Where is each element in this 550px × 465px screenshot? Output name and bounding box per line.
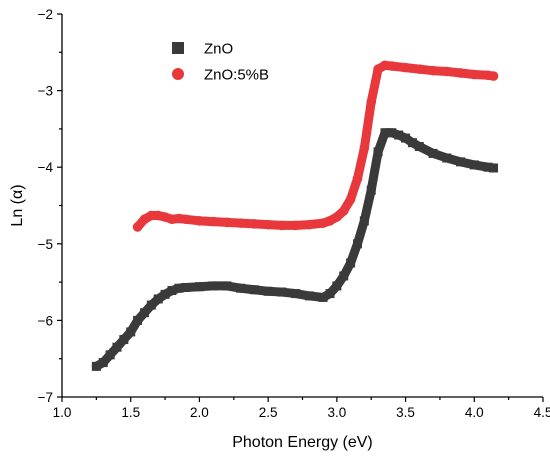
data-point xyxy=(407,138,417,148)
data-point xyxy=(167,286,177,296)
data-point xyxy=(318,292,328,302)
legend-label: ZnO xyxy=(204,41,233,58)
data-point xyxy=(133,315,143,325)
data-point xyxy=(346,258,356,268)
y-tick-label: −3 xyxy=(38,84,53,99)
x-tick-label: 3.0 xyxy=(327,405,346,420)
legend-marker xyxy=(172,68,184,80)
data-point xyxy=(483,162,493,172)
data-point xyxy=(112,342,122,352)
data-point xyxy=(352,173,363,184)
data-point xyxy=(325,289,335,299)
data-point xyxy=(469,69,480,80)
x-tick-label: 4.0 xyxy=(465,405,484,420)
data-point xyxy=(469,160,479,170)
data-point xyxy=(489,163,499,173)
y-axis-title: Ln (α) xyxy=(9,184,26,226)
data-point xyxy=(414,64,425,74)
x-tick-label: 3.5 xyxy=(396,405,415,420)
data-point xyxy=(290,220,301,231)
data-point xyxy=(345,194,356,205)
data-point xyxy=(139,308,149,318)
data-point xyxy=(181,282,191,292)
data-point xyxy=(359,143,370,153)
series-1 xyxy=(132,60,499,232)
data-point xyxy=(332,212,342,222)
data-point xyxy=(132,222,143,232)
data-point xyxy=(263,219,273,230)
data-point xyxy=(146,300,156,310)
data-point xyxy=(153,294,163,304)
x-tick-label: 2.0 xyxy=(190,405,209,420)
data-point xyxy=(277,220,287,231)
data-point xyxy=(414,142,424,152)
plot-area xyxy=(91,60,499,371)
data-point xyxy=(401,133,411,143)
series-0 xyxy=(91,128,499,371)
data-point xyxy=(366,97,377,107)
data-point xyxy=(394,130,404,140)
y-tick-label: −4 xyxy=(38,160,54,175)
data-point xyxy=(428,148,438,158)
data-point xyxy=(442,153,452,163)
data-point xyxy=(291,289,301,299)
data-point xyxy=(91,361,101,371)
data-point xyxy=(249,219,260,229)
data-point xyxy=(105,350,115,360)
data-point xyxy=(160,289,170,299)
y-tick-label: −5 xyxy=(38,237,53,252)
data-point xyxy=(380,128,390,138)
data-point xyxy=(352,239,362,249)
y-tick-label: −2 xyxy=(38,7,53,22)
data-point xyxy=(387,61,397,71)
data-point xyxy=(174,283,184,293)
series-line xyxy=(133,60,499,232)
legend-marker xyxy=(172,42,184,54)
data-point xyxy=(277,287,287,297)
data-point xyxy=(249,285,259,295)
x-tick-label: 4.5 xyxy=(534,405,550,420)
x-tick-label: 2.5 xyxy=(259,405,278,420)
axes: 1.0 1.5 2.0 2.5 3.0 3.5 4.0 4.5 −7 −6 −5 −4 −3 −2 xyxy=(38,7,550,420)
x-tick-label: 1.5 xyxy=(121,405,140,420)
data-point xyxy=(455,68,466,78)
data-point xyxy=(98,358,108,368)
data-point xyxy=(339,271,349,281)
data-point xyxy=(304,219,315,230)
y-tick-label: −7 xyxy=(38,390,53,405)
data-point xyxy=(180,214,191,225)
data-point xyxy=(194,216,205,226)
data-point xyxy=(488,71,499,81)
data-point xyxy=(146,210,157,221)
data-point xyxy=(235,218,246,228)
data-point xyxy=(208,216,218,227)
legend-label: ZnO:5%B xyxy=(204,67,269,84)
data-point xyxy=(400,62,411,73)
data-point xyxy=(456,157,466,167)
data-point xyxy=(442,66,452,77)
x-axis-title: Photon Energy (eV) xyxy=(232,434,373,451)
data-point xyxy=(263,286,273,296)
series-line xyxy=(91,128,499,371)
data-point xyxy=(428,65,438,76)
data-point xyxy=(304,291,314,301)
data-point xyxy=(194,282,204,292)
data-point xyxy=(222,217,232,228)
data-point xyxy=(208,281,218,291)
data-point xyxy=(119,335,129,345)
data-point xyxy=(373,147,383,157)
data-point xyxy=(126,327,136,337)
legend: ZnO ZnO:5%B xyxy=(172,41,269,84)
data-point xyxy=(236,283,246,293)
y-tick-label: −6 xyxy=(38,313,53,328)
data-point xyxy=(222,281,232,291)
data-point xyxy=(338,206,349,216)
data-point xyxy=(332,281,342,291)
data-point xyxy=(359,216,369,226)
data-point xyxy=(387,128,397,138)
data-point xyxy=(366,185,376,195)
x-tick-label: 1.0 xyxy=(53,405,72,420)
